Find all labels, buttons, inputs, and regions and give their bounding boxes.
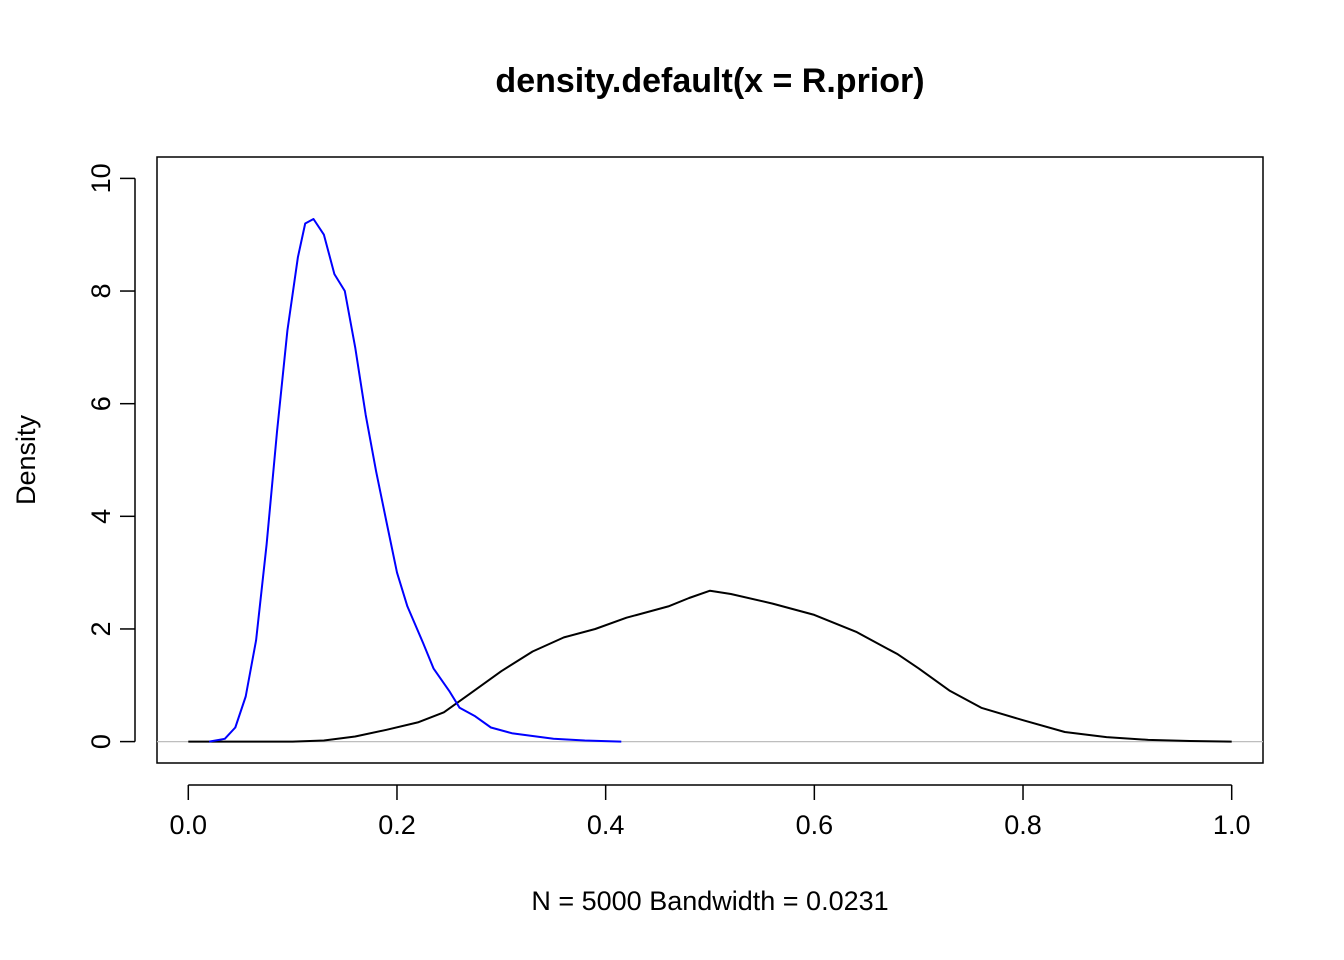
x-tick-label: 0.8 (1004, 810, 1042, 840)
x-axis-label: N = 5000 Bandwidth = 0.0231 (531, 886, 888, 916)
density-line-1 (188, 589, 1232, 743)
x-tick-label: 0.6 (796, 810, 834, 840)
y-tick-label: 10 (86, 163, 116, 193)
x-tick-label: 0.4 (587, 810, 625, 840)
plot-area (157, 218, 1263, 743)
x-tick-label: 1.0 (1213, 810, 1251, 840)
y-tick-label: 4 (86, 509, 116, 524)
y-axis-label: Density (11, 414, 41, 505)
chart-title: density.default(x = R.prior) (495, 62, 924, 100)
plot-frame (156, 156, 1264, 764)
y-axis: 0 2 4 6 8 10 (86, 163, 136, 749)
y-tick-label: 2 (86, 621, 116, 636)
y-tick-label: 8 (86, 283, 116, 298)
y-tick-label: 6 (86, 396, 116, 411)
y-tick-label: 0 (86, 734, 116, 749)
density-line-2 (209, 218, 622, 743)
x-tick-label: 0.0 (170, 810, 208, 840)
x-tick-label: 0.2 (378, 810, 416, 840)
x-axis: 0.0 0.2 0.4 0.6 0.8 1.0 (170, 784, 1251, 840)
